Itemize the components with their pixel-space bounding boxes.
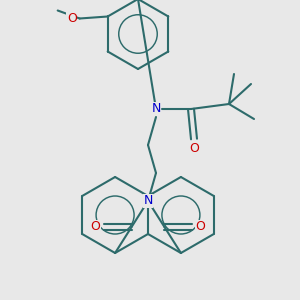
Text: O: O — [91, 220, 100, 233]
Text: N: N — [151, 103, 161, 116]
Text: O: O — [196, 220, 206, 233]
Text: O: O — [189, 142, 199, 155]
Text: O: O — [67, 12, 76, 25]
Text: N: N — [143, 194, 153, 208]
